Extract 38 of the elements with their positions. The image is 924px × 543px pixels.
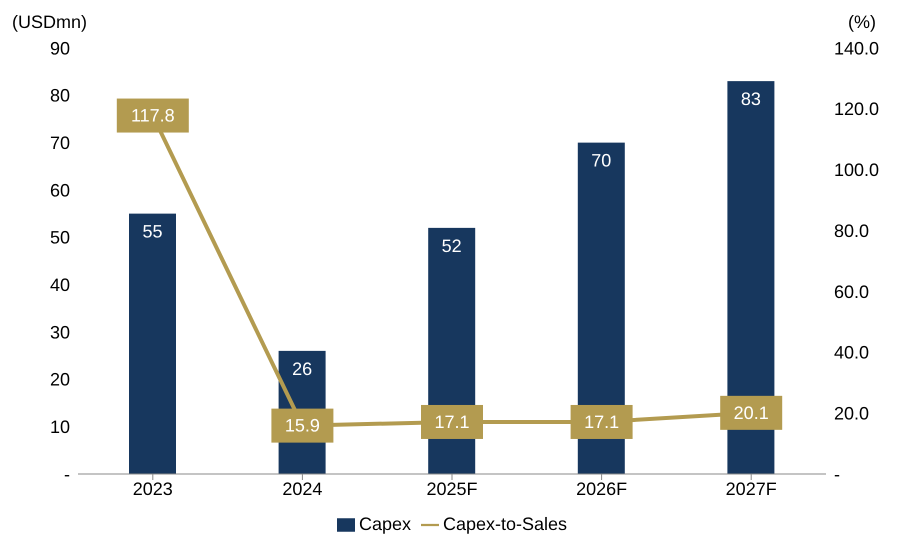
y-tick-label: 40 [50, 275, 70, 296]
y-axis-title: (USDmn) [12, 12, 87, 33]
y2-tick-label: 40.0 [834, 342, 870, 363]
y-tick-label: 80 [50, 86, 70, 106]
y-tick-label: 50 [50, 228, 70, 248]
data-label: 117.8 [130, 106, 175, 126]
data-label: 55 [142, 222, 163, 242]
y2-tick-label: 80.0 [834, 220, 870, 241]
y-tick-label: 30 [50, 322, 70, 342]
y-tick-label: 10 [50, 417, 70, 438]
y2-tick-label: - [834, 464, 840, 484]
x-tick-label: 2027F [726, 478, 777, 499]
data-label: 52 [442, 236, 462, 256]
data-label: 17.1 [584, 412, 620, 432]
legend-label: Capex [358, 514, 411, 534]
y-tick-label: - [64, 464, 70, 484]
legend-label: Capex-to-Sales [442, 514, 568, 534]
y-tick-label: 70 [50, 133, 70, 154]
y-tick-label: 60 [50, 180, 70, 200]
x-tick-label: 2023 [132, 478, 173, 499]
y-tick-label: 90 [50, 38, 70, 58]
y-tick-label: 20 [50, 370, 70, 390]
y2-axis-title: (%) [848, 12, 876, 33]
x-tick-label: 2025F [426, 478, 478, 499]
data-label: 20.1 [734, 402, 769, 423]
data-label: 17.1 [434, 412, 470, 432]
data-label: 83 [740, 89, 761, 110]
y2-tick-label: 120.0 [834, 99, 880, 120]
bar [129, 214, 176, 474]
x-tick-label: 2026F [576, 478, 628, 499]
x-tick-label: 2024 [282, 478, 322, 499]
data-label: 26 [292, 358, 312, 379]
y2-tick-label: 140.0 [834, 38, 880, 58]
y2-tick-label: 60.0 [834, 282, 870, 302]
data-label: 70 [591, 150, 612, 171]
y2-tick-label: 100.0 [834, 160, 880, 180]
data-label: 15.9 [284, 416, 320, 436]
y2-tick-label: 20.0 [834, 404, 870, 424]
